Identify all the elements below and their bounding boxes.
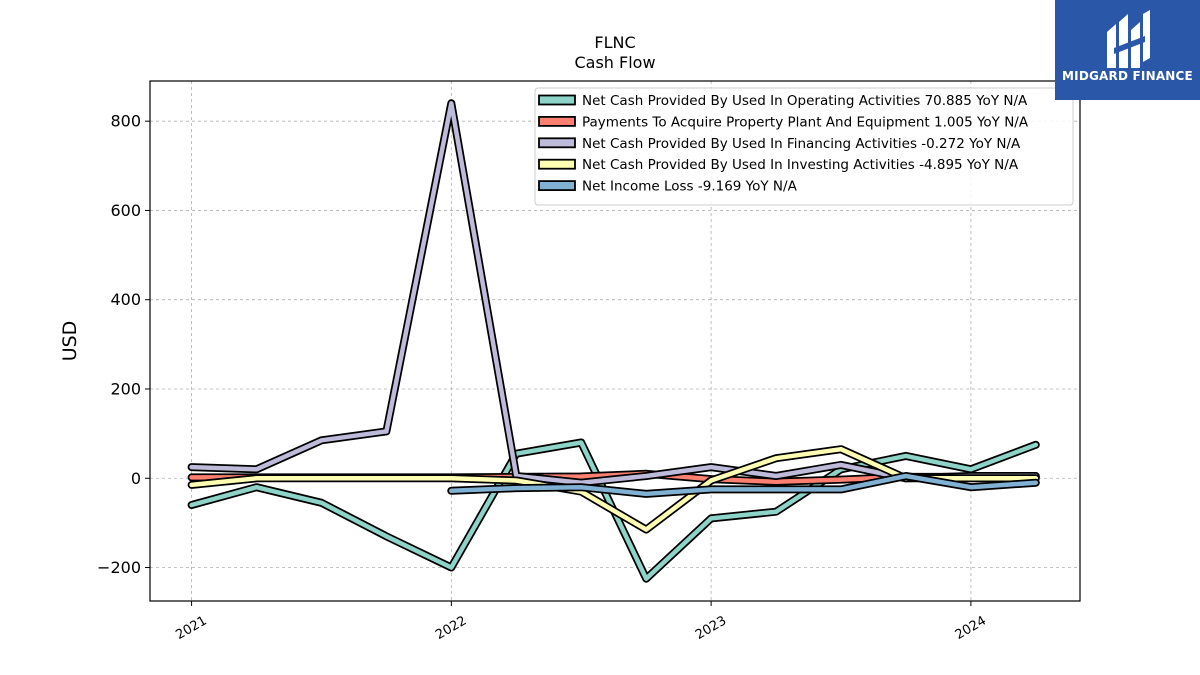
legend-label: Net Income Loss -9.169 YoY N/A: [582, 179, 798, 195]
series-4-line: [187, 445, 1040, 534]
legend-item: Net Cash Provided By Used In Investing A…: [538, 157, 1019, 173]
x-tick-label: 2023: [693, 613, 729, 643]
legend-label: Payments To Acquire Property Plant And E…: [582, 114, 1029, 130]
legend-swatch: [538, 158, 576, 170]
legend-swatch: [538, 180, 576, 192]
series-5-line: [447, 472, 1040, 498]
y-tick-label: 600: [110, 201, 141, 220]
y-tick-label: 200: [110, 379, 141, 398]
legend-label: Net Cash Provided By Used In Investing A…: [582, 157, 1019, 173]
y-tick-label: 0: [131, 469, 141, 488]
series-line-fill: [189, 446, 1039, 532]
legend-item: Net Cash Provided By Used In Financing A…: [538, 136, 1021, 152]
legend-swatch: [538, 94, 576, 106]
legend-item: Net Income Loss -9.169 YoY N/A: [538, 179, 798, 195]
x-tick-label: 2024: [953, 613, 989, 643]
y-tick-label: 400: [110, 290, 141, 309]
legend: Net Cash Provided By Used In Operating A…: [534, 87, 1074, 206]
series-lines: [187, 99, 1040, 583]
x-tick-label: 2021: [173, 613, 209, 643]
chart-title: FLNC: [594, 33, 635, 52]
midgard-logo-icon: [1107, 10, 1150, 68]
x-axis-ticks: 2021 2022 2023 2024: [173, 601, 989, 643]
plot-frame: [149, 80, 1081, 602]
logo-brand-text: MIDGARD FINANCE: [1062, 69, 1193, 83]
y-axis-label: USD: [59, 321, 81, 362]
y-axis-ticks: −200 0 200 400 600 800: [97, 112, 150, 577]
legend-swatch: [538, 137, 576, 149]
y-tick-label: −200: [97, 558, 141, 577]
chart-subtitle: Cash Flow: [574, 53, 655, 72]
series-line-fill: [449, 473, 1039, 497]
legend-item: Payments To Acquire Property Plant And E…: [538, 114, 1029, 130]
legend-swatch: [538, 116, 576, 127]
midgard-finance-logo: MIDGARD FINANCE: [1055, 0, 1200, 100]
y-tick-label: 800: [110, 112, 141, 131]
x-tick-label: 2022: [433, 613, 469, 643]
legend-item: Net Cash Provided By Used In Operating A…: [538, 93, 1028, 109]
legend-label: Net Cash Provided By Used In Operating A…: [582, 93, 1028, 109]
legend-label: Net Cash Provided By Used In Financing A…: [582, 136, 1021, 152]
legend-box: [534, 87, 1074, 206]
